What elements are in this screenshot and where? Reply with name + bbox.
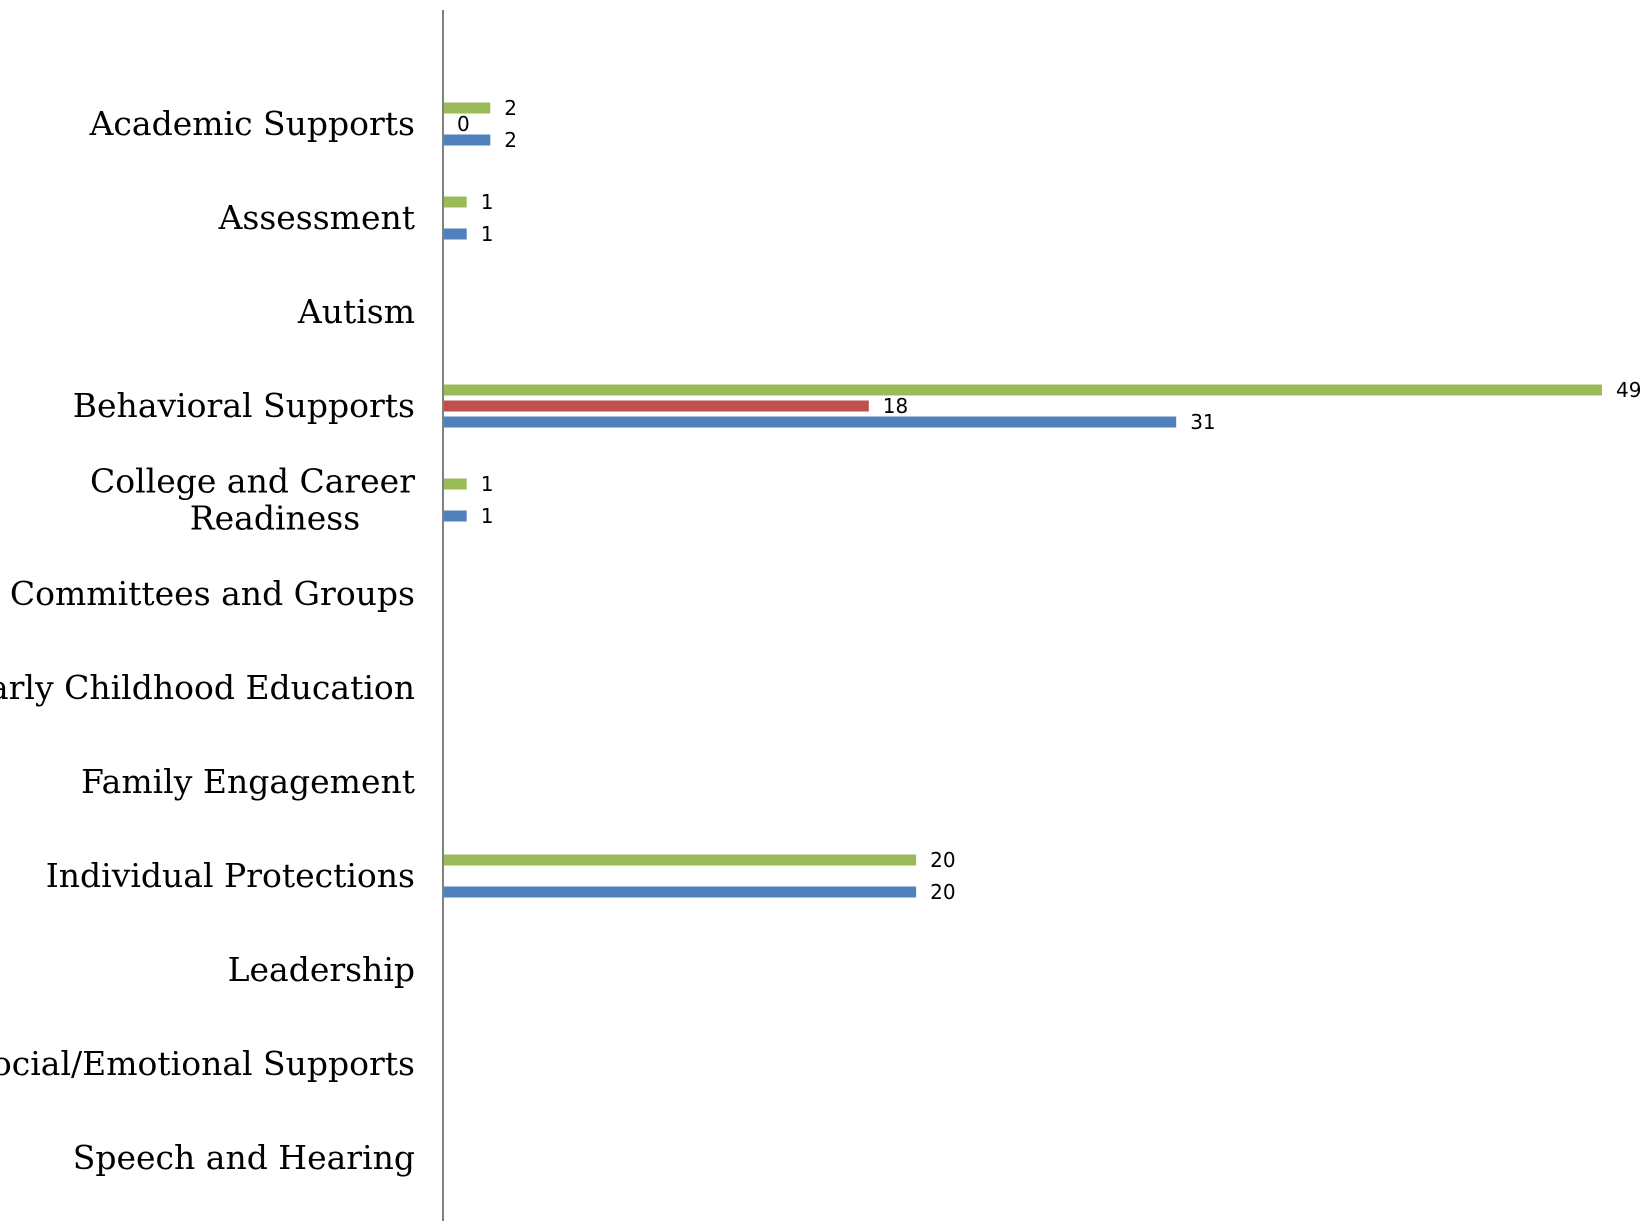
data-label: 18 xyxy=(883,394,908,418)
category-label-line: Individual Protections xyxy=(46,856,415,895)
bar xyxy=(443,886,917,898)
category-label: Committees and Groups xyxy=(10,574,415,613)
bar xyxy=(443,228,467,240)
category-label-line: Behavioral Supports xyxy=(73,386,415,425)
category-label: Academic Supports xyxy=(89,104,415,143)
data-label: 2 xyxy=(504,128,517,152)
data-label: 1 xyxy=(481,222,494,246)
category-label: Early Childhood Education xyxy=(0,668,415,707)
data-label: 2 xyxy=(504,96,517,120)
data-label: 1 xyxy=(481,190,494,214)
data-label: 1 xyxy=(481,504,494,528)
category-label: Assessment xyxy=(218,198,415,237)
bar xyxy=(443,416,1177,428)
category-label-line: Early Childhood Education xyxy=(0,668,415,707)
data-label: 49 xyxy=(1616,378,1641,402)
category-label-line: Readiness xyxy=(190,499,360,538)
category-label-line: College and Career xyxy=(90,462,415,501)
category-label: Individual Protections xyxy=(46,856,415,895)
data-label: 31 xyxy=(1190,410,1215,434)
category-label-line: Committees and Groups xyxy=(10,574,415,613)
bar xyxy=(443,134,491,146)
category-label: Leadership xyxy=(228,950,415,989)
category-label-line: Speech and Hearing xyxy=(73,1138,415,1177)
category-label-line: Leadership xyxy=(228,950,415,989)
category-label: Social/Emotional Supports xyxy=(0,1044,415,1083)
category-label: Speech and Hearing xyxy=(73,1138,415,1177)
data-label: 20 xyxy=(930,880,955,904)
category-label-line: Academic Supports xyxy=(89,104,415,143)
bar xyxy=(443,478,467,490)
category-label-line: Assessment xyxy=(218,198,415,237)
category-label: Behavioral Supports xyxy=(73,386,415,425)
bar xyxy=(443,102,491,114)
data-label: 1 xyxy=(481,472,494,496)
bar xyxy=(443,384,1602,396)
bar xyxy=(443,854,917,866)
bar xyxy=(443,510,467,522)
bar xyxy=(443,196,467,208)
data-label: 0 xyxy=(457,112,470,136)
category-label: Family Engagement xyxy=(81,762,415,801)
category-label: Autism xyxy=(297,292,415,331)
bar xyxy=(443,400,869,412)
category-label: College and Career Readiness xyxy=(90,462,415,538)
category-label-line: Autism xyxy=(297,292,415,331)
category-label-line: Social/Emotional Supports xyxy=(0,1044,415,1083)
category-label-line: Family Engagement xyxy=(81,762,415,801)
data-label: 20 xyxy=(930,848,955,872)
